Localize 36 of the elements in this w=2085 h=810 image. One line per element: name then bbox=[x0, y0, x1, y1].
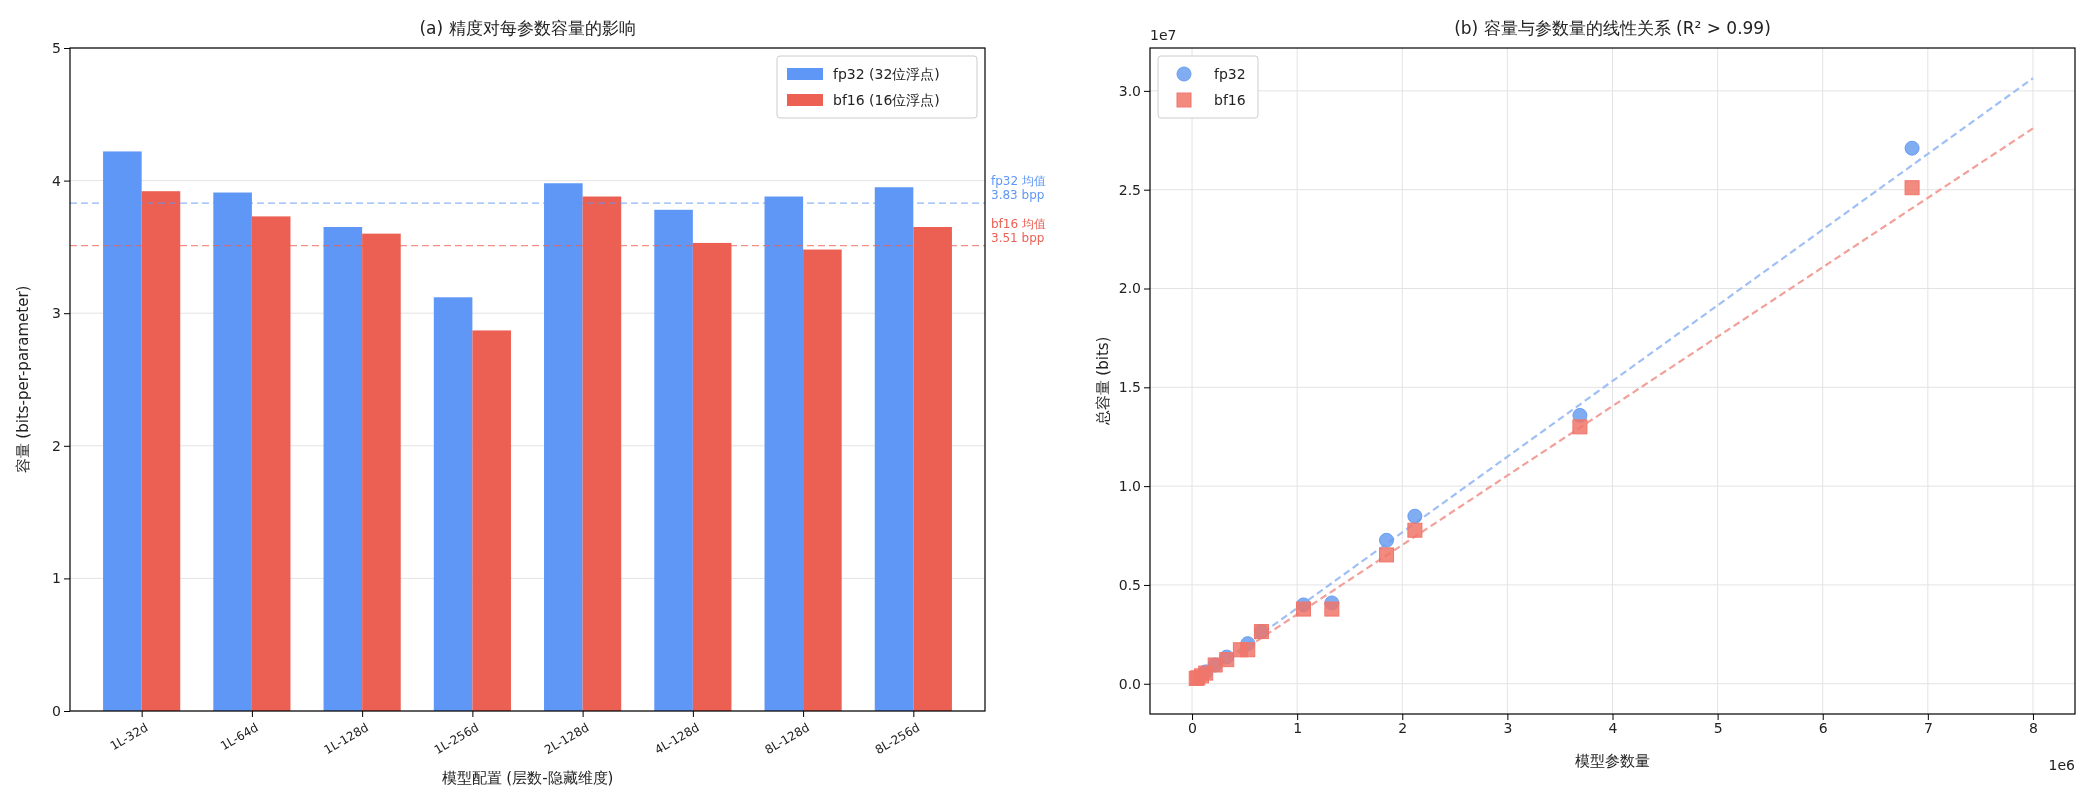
y-tick-label: 4 bbox=[52, 172, 62, 189]
y-tick-label: 2.0 bbox=[1118, 280, 1141, 297]
x-axis-title: 模型配置 (层数-隐藏维度) bbox=[441, 769, 614, 787]
x-tick-label: 7 bbox=[1923, 719, 1933, 736]
x-tick-label: 8 bbox=[2028, 719, 2038, 736]
x-tick-label: 4 bbox=[1608, 719, 1618, 736]
ref-line-label: fp32 均值 3.83 bpp bbox=[991, 174, 1046, 203]
x-tick-label: 0 bbox=[1188, 719, 1198, 736]
legend-label: fp32 bbox=[1214, 66, 1246, 82]
y-tick-label: 0 bbox=[52, 702, 61, 719]
y-tick-label: 1.0 bbox=[1118, 478, 1141, 495]
chart-title: (b) 容量与参数量的线性关系 (R² > 0.99) bbox=[1454, 18, 1771, 38]
x-tick-label: 2 bbox=[1398, 719, 1408, 736]
y-tick-label: 0.5 bbox=[1118, 576, 1141, 593]
y-tick-label: 3 bbox=[52, 305, 61, 322]
text: 1e7 bbox=[1150, 27, 1177, 43]
y-tick-label: 2 bbox=[52, 437, 61, 454]
y-tick-label: 0.0 bbox=[1118, 675, 1141, 692]
x-tick-label: 5 bbox=[1713, 719, 1723, 736]
text: 1e6 bbox=[2048, 757, 2076, 773]
x-tick-label: 6 bbox=[1818, 719, 1828, 736]
y-axis-title: 容量 (bits-per-parameter) bbox=[14, 285, 32, 474]
x-tick-label: 3 bbox=[1503, 719, 1513, 736]
legend-label: fp32 (32位浮点) bbox=[833, 66, 940, 82]
y-tick-label: 2.5 bbox=[1118, 181, 1141, 198]
x-axis-title: 模型参数量 bbox=[1575, 752, 1650, 770]
y-tick-label: 3.0 bbox=[1118, 82, 1141, 99]
chart-title: (a) 精度对每参数容量的影响 bbox=[419, 18, 636, 38]
y-tick-label: 1 bbox=[52, 570, 61, 587]
legend-label: bf16 bbox=[1214, 92, 1246, 108]
y-tick-label: 1.5 bbox=[1118, 379, 1141, 396]
y-tick-label: 5 bbox=[52, 39, 61, 56]
ref-line-label: bf16 均值 3.51 bpp bbox=[991, 216, 1046, 245]
y-axis-title: 总容量 (bits) bbox=[1094, 336, 1112, 427]
legend-label: bf16 (16位浮点) bbox=[833, 92, 940, 108]
x-tick-label: 1 bbox=[1293, 719, 1303, 736]
